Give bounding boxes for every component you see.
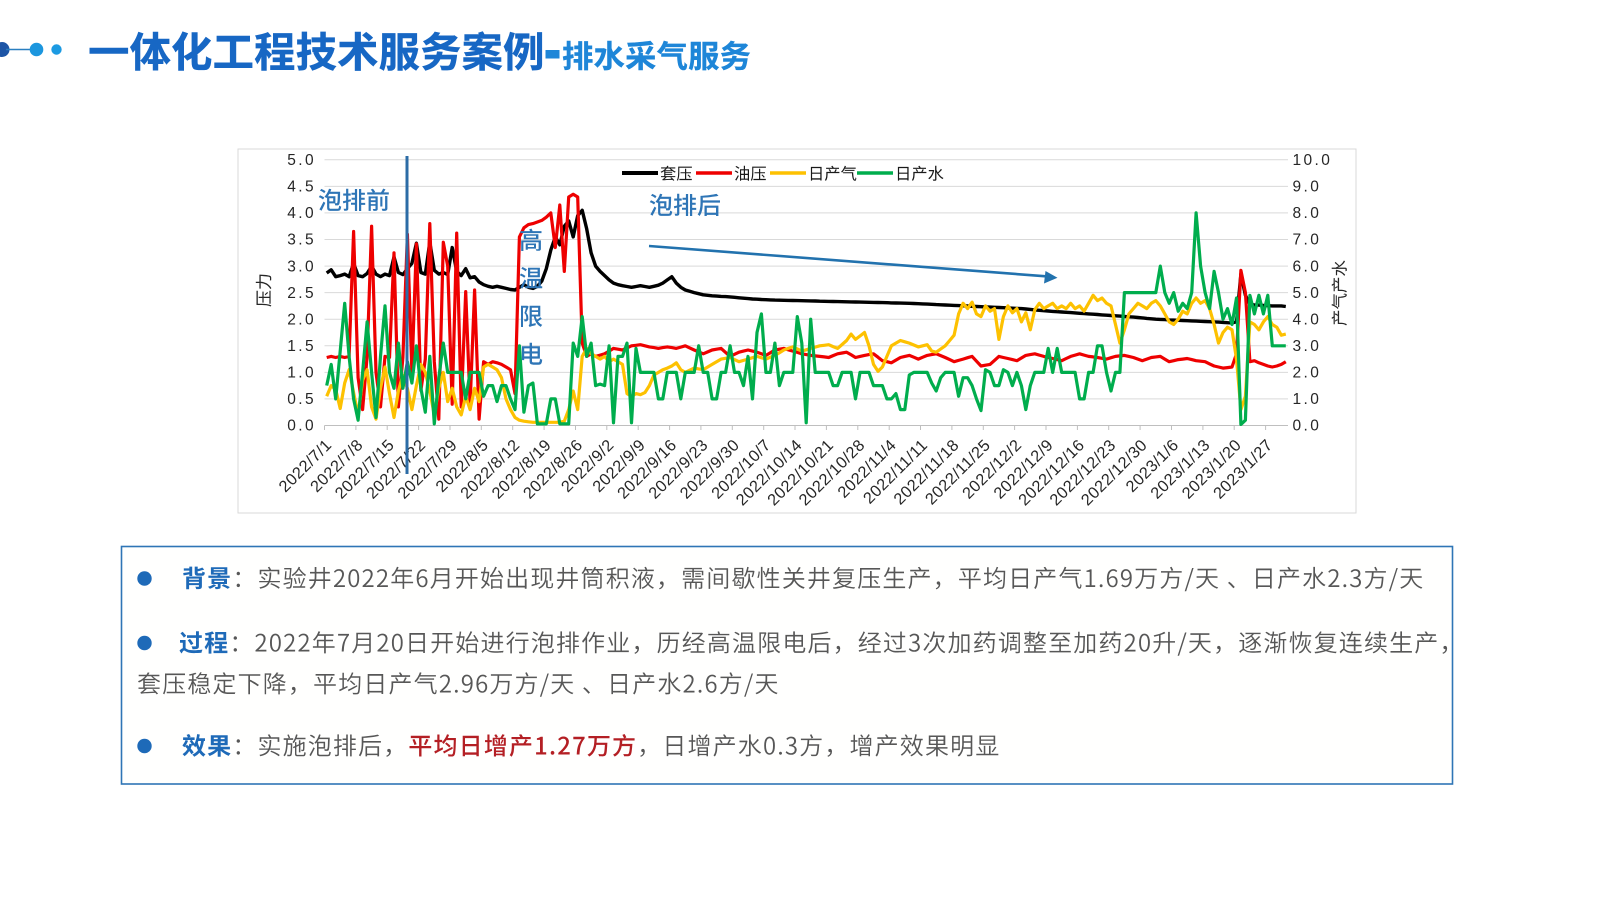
- svg-text:9.0: 9.0: [1293, 179, 1322, 196]
- svg-text:8.0: 8.0: [1293, 205, 1322, 222]
- svg-text:5.0: 5.0: [1293, 285, 1322, 302]
- svg-text:4.0: 4.0: [1293, 311, 1322, 328]
- svg-text:0.0: 0.0: [287, 418, 316, 435]
- svg-text:0.0: 0.0: [1293, 418, 1322, 435]
- svg-text:3.0: 3.0: [1293, 338, 1322, 355]
- svg-text:6.0: 6.0: [1293, 258, 1322, 275]
- svg-text:5.0: 5.0: [287, 152, 316, 169]
- svg-text:2.0: 2.0: [1293, 365, 1322, 382]
- svg-text:3.0: 3.0: [287, 258, 316, 275]
- svg-text:10.0: 10.0: [1293, 152, 1333, 169]
- svg-text:1.0: 1.0: [287, 365, 316, 382]
- svg-text:7.0: 7.0: [1293, 232, 1322, 249]
- svg-text:2.5: 2.5: [287, 285, 316, 302]
- svg-text:2.0: 2.0: [287, 311, 316, 328]
- svg-text:0.5: 0.5: [287, 391, 316, 408]
- svg-text:1.5: 1.5: [287, 338, 316, 355]
- svg-text:3.5: 3.5: [287, 232, 316, 249]
- svg-text:1.0: 1.0: [1293, 391, 1322, 408]
- svg-text:4.0: 4.0: [287, 205, 316, 222]
- svg-text:4.5: 4.5: [287, 179, 316, 196]
